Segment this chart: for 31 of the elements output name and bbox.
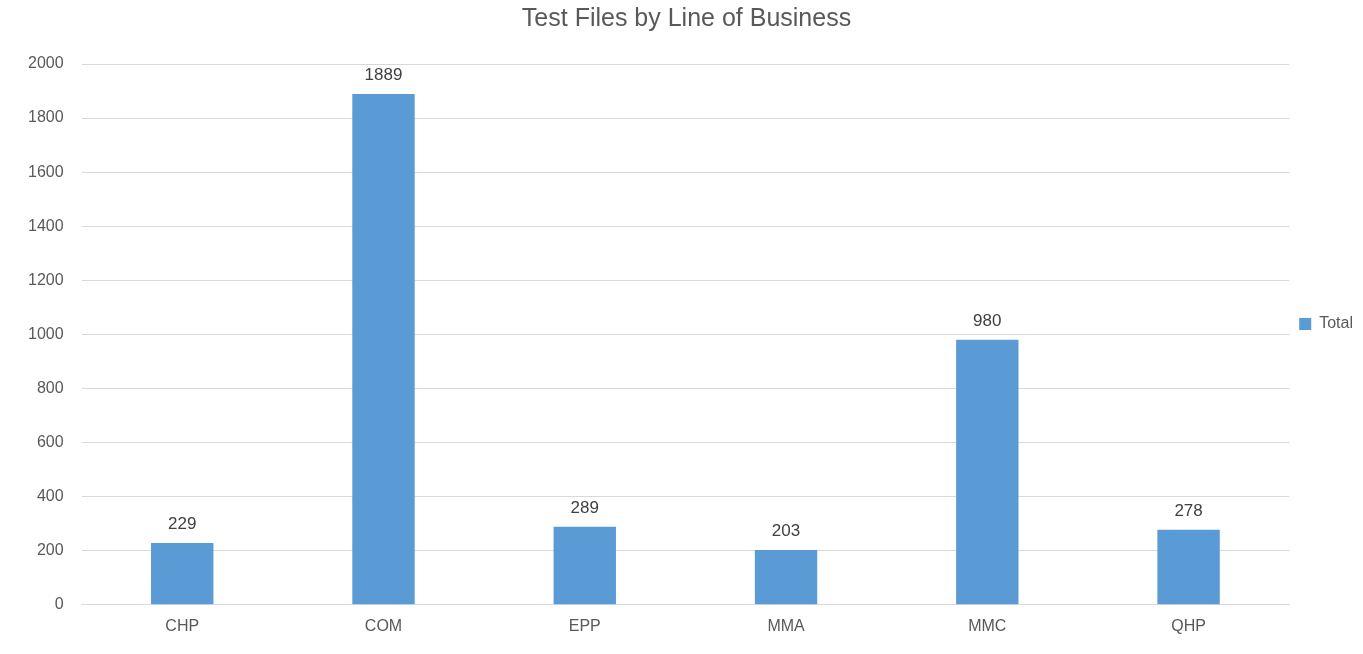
y-tick-label: 1600 — [28, 162, 64, 180]
x-tick-label: COM — [364, 616, 403, 634]
bar — [956, 339, 1019, 605]
y-tick-label: 800 — [36, 378, 64, 396]
x-tick-label: QHP — [1171, 616, 1206, 634]
data-label: 229 — [168, 514, 197, 534]
data-label: 289 — [570, 497, 599, 517]
y-tick-label: 1000 — [28, 324, 64, 342]
x-tick-label: MMA — [767, 616, 806, 634]
bar — [553, 526, 616, 605]
bar — [1157, 529, 1220, 605]
x-tick-label: EPP — [568, 616, 601, 634]
bar — [151, 542, 214, 605]
bar — [754, 549, 818, 605]
data-label: 278 — [1174, 500, 1203, 520]
chart-title: Test Files by Line of Business — [521, 2, 852, 31]
y-tick-label: 1800 — [28, 108, 64, 126]
y-tick-label: 2000 — [28, 54, 64, 72]
y-tick-label: 600 — [36, 432, 64, 450]
legend-label: Total — [1319, 314, 1353, 332]
y-tick-label: 1400 — [28, 216, 64, 234]
x-tick-label: MMC — [968, 616, 1007, 634]
y-tick-label: 400 — [36, 487, 64, 505]
data-label: 1889 — [364, 65, 403, 85]
y-tick-label: 200 — [36, 541, 64, 559]
data-label: 980 — [973, 311, 1002, 330]
y-tick-label: 1200 — [28, 270, 64, 288]
x-tick-label: CHP — [165, 616, 200, 634]
bar — [352, 94, 415, 605]
y-tick-label: 0 — [54, 595, 64, 613]
data-label: 203 — [771, 521, 801, 541]
